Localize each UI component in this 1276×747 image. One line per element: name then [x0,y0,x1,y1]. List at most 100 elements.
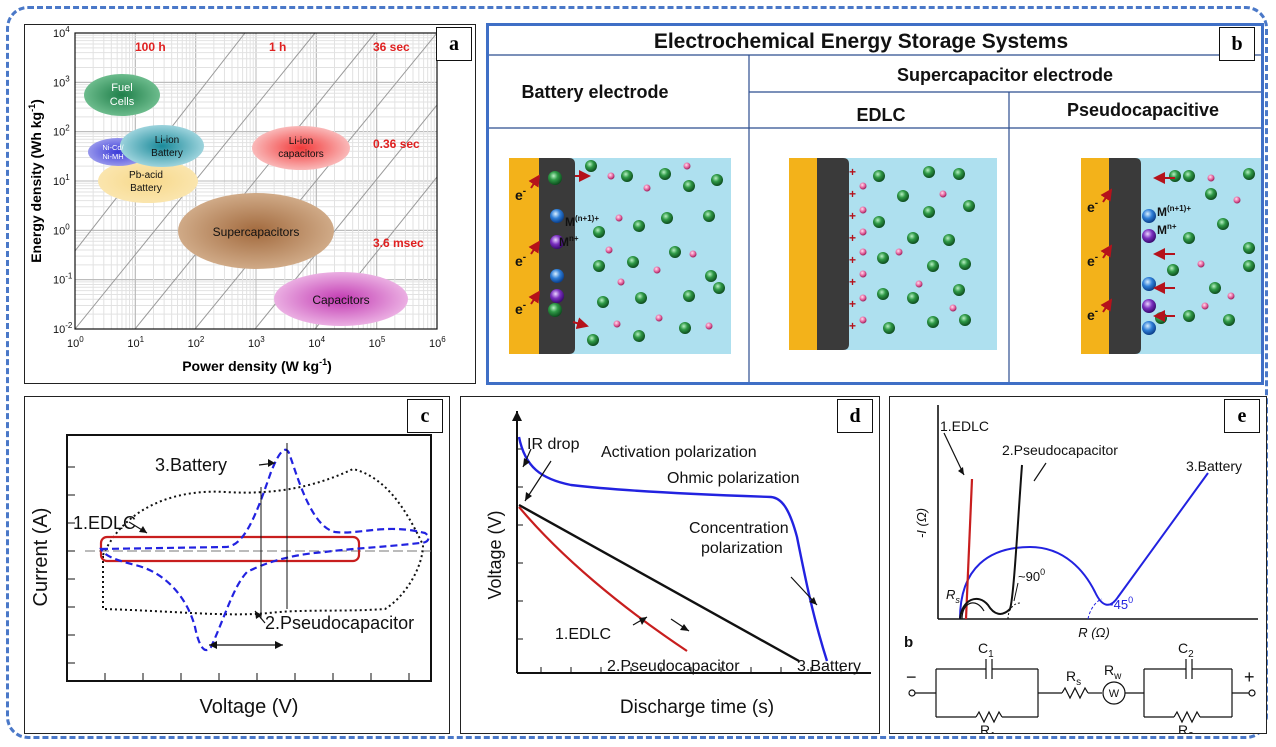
circuit-c1-label: C1 [978,640,994,660]
battery-electrode-diagram [509,158,731,354]
green-ion [1183,170,1195,182]
cv-ticks [67,466,410,681]
ragone-svg: 100 h 1 h 36 sec 0.36 sec 3.6 msec Fuel … [27,25,446,374]
pink-ion [1233,196,1241,204]
green-ion [1169,170,1181,182]
green-ion [593,260,605,272]
activation-polarization-label: Activation polarization [601,444,757,461]
liion-capacitors-region [252,126,350,170]
green-ion [927,260,939,272]
time-label-36sec: 36 sec [373,40,410,54]
ragone-x-tick-1: 101 [127,335,144,350]
nyquist-y-axis-label: -I (Ω) [914,508,929,538]
ragone-axes-box [74,32,438,330]
green-ion [703,210,715,222]
cv-axes-box [66,434,432,682]
green-ion [943,234,955,246]
blue-ion [550,269,564,283]
electron-label-battery-3: e- [515,300,526,317]
green-ion [633,330,645,342]
time-label-36msec: 3.6 msec [373,236,424,250]
green-ion [593,226,605,238]
surface-charge: + [849,297,856,311]
ragone-y-axis-label: Energy density (Wh kg-1) [27,99,44,263]
pink-ion [859,270,867,278]
green-ion [873,170,885,182]
nyquist-svg: 1.EDLC 2.Pseudocapacitor 3.Battery Rs ~9… [904,405,1258,742]
edlc-header: EDLC [857,105,906,125]
ragone-y-tick-1: 10-1 [53,272,73,287]
ragone-x-tick-labels: 100 101 102 103 104 105 106 [67,335,446,350]
electron-label-pseudo-1: e- [1087,198,1098,215]
discharge-ticks [517,448,842,673]
purple-ion [550,289,564,303]
fuel-cells-label-2: Cells [110,96,135,108]
pseudocapacitor-discharge-curve [518,503,800,663]
supercapacitors-region [178,193,334,269]
green-ion [597,296,609,308]
circuit-rw-label: Rw [1104,662,1122,682]
pink-ion [615,214,623,222]
surface-charge: + [849,231,856,245]
discharge-pseudocapacitor-label: 2.Pseudocapacitor [607,658,740,675]
pseudocapacitive-header: Pseudocapacitive [1067,100,1219,120]
nyquist-rs-label: Rs [946,587,960,605]
pink-ion [949,304,957,312]
green-ion [953,284,965,296]
time-label-1h: 1 h [269,40,286,54]
ragone-y-tick-3: 101 [53,173,70,188]
pink-ion [613,320,621,328]
nyquist-battery-curve [959,472,1209,620]
green-ion [907,292,919,304]
green-ion [907,232,919,244]
pink-ion [859,228,867,236]
pink-ion [643,184,651,192]
pink-ion [859,182,867,190]
green-ion [621,170,633,182]
nicd-label-2: Ni-MH [102,152,123,161]
circuit-minus: − [906,667,917,687]
pink-ion [859,294,867,302]
battery-electrode-header: Battery electrode [521,82,668,102]
pink-ion [939,190,947,198]
green-ion [669,246,681,258]
panel-a-ragone-plot: 100 h 1 h 36 sec 0.36 sec 3.6 msec Fuel … [24,24,476,384]
discharge-svg: IR drop Activation polarization Ohmic po… [485,411,871,718]
concentration-label-1: Concentration [689,520,789,537]
panel-c-cv-curves: 3.Battery 1.EDLC 2.Pseudocapacitor Curre… [24,396,450,734]
equivalent-circuit [908,659,1256,724]
ion-low-label-pseudo: Mn+ [1157,222,1177,237]
liion-battery-region [120,125,204,167]
panel-a-tag: a [436,27,472,61]
panel-e-nyquist-circuit: 1.EDLC 2.Pseudocapacitor 3.Battery Rs ~9… [889,396,1267,742]
ragone-y-tick-6: 104 [53,25,70,40]
pink-ion [1227,292,1235,300]
panel-b-tag: b [1219,27,1255,61]
cv-x-axis-label: Voltage (V) [200,696,299,718]
battery-discharge-curve [517,436,829,662]
green-ion [635,292,647,304]
green-ion [1223,314,1235,326]
ragone-x-tick-0: 100 [67,335,84,350]
pink-ion [859,316,867,324]
surface-charge: + [849,319,856,333]
green-ion [927,316,939,328]
dashed-figure-frame [6,6,1268,739]
nicd-label-1: Ni-Cd/ [102,143,124,152]
supercapacitor-electrode-header: Supercapacitor electrode [897,65,1113,85]
blue-ion [1142,209,1156,223]
liion-battery-label-1: Li-ion [155,135,179,146]
electron-label-battery-2: e- [515,252,526,269]
green-ion [953,168,965,180]
purple-ion [550,235,564,249]
electrolyte-ions: + + + + + + + + [528,160,1255,346]
green-ion [1183,310,1195,322]
supercapacitors-label: Supercapacitors [213,225,300,239]
pink-ion [653,266,661,274]
green-ion [923,166,935,178]
table-grid [489,54,1261,382]
electron-label-pseudo-3: e- [1087,306,1098,323]
green-ion [963,200,975,212]
nyquist-angle45-label: ~450 [1106,595,1133,612]
pb-acid-label-1: Pb-acid [129,170,163,181]
